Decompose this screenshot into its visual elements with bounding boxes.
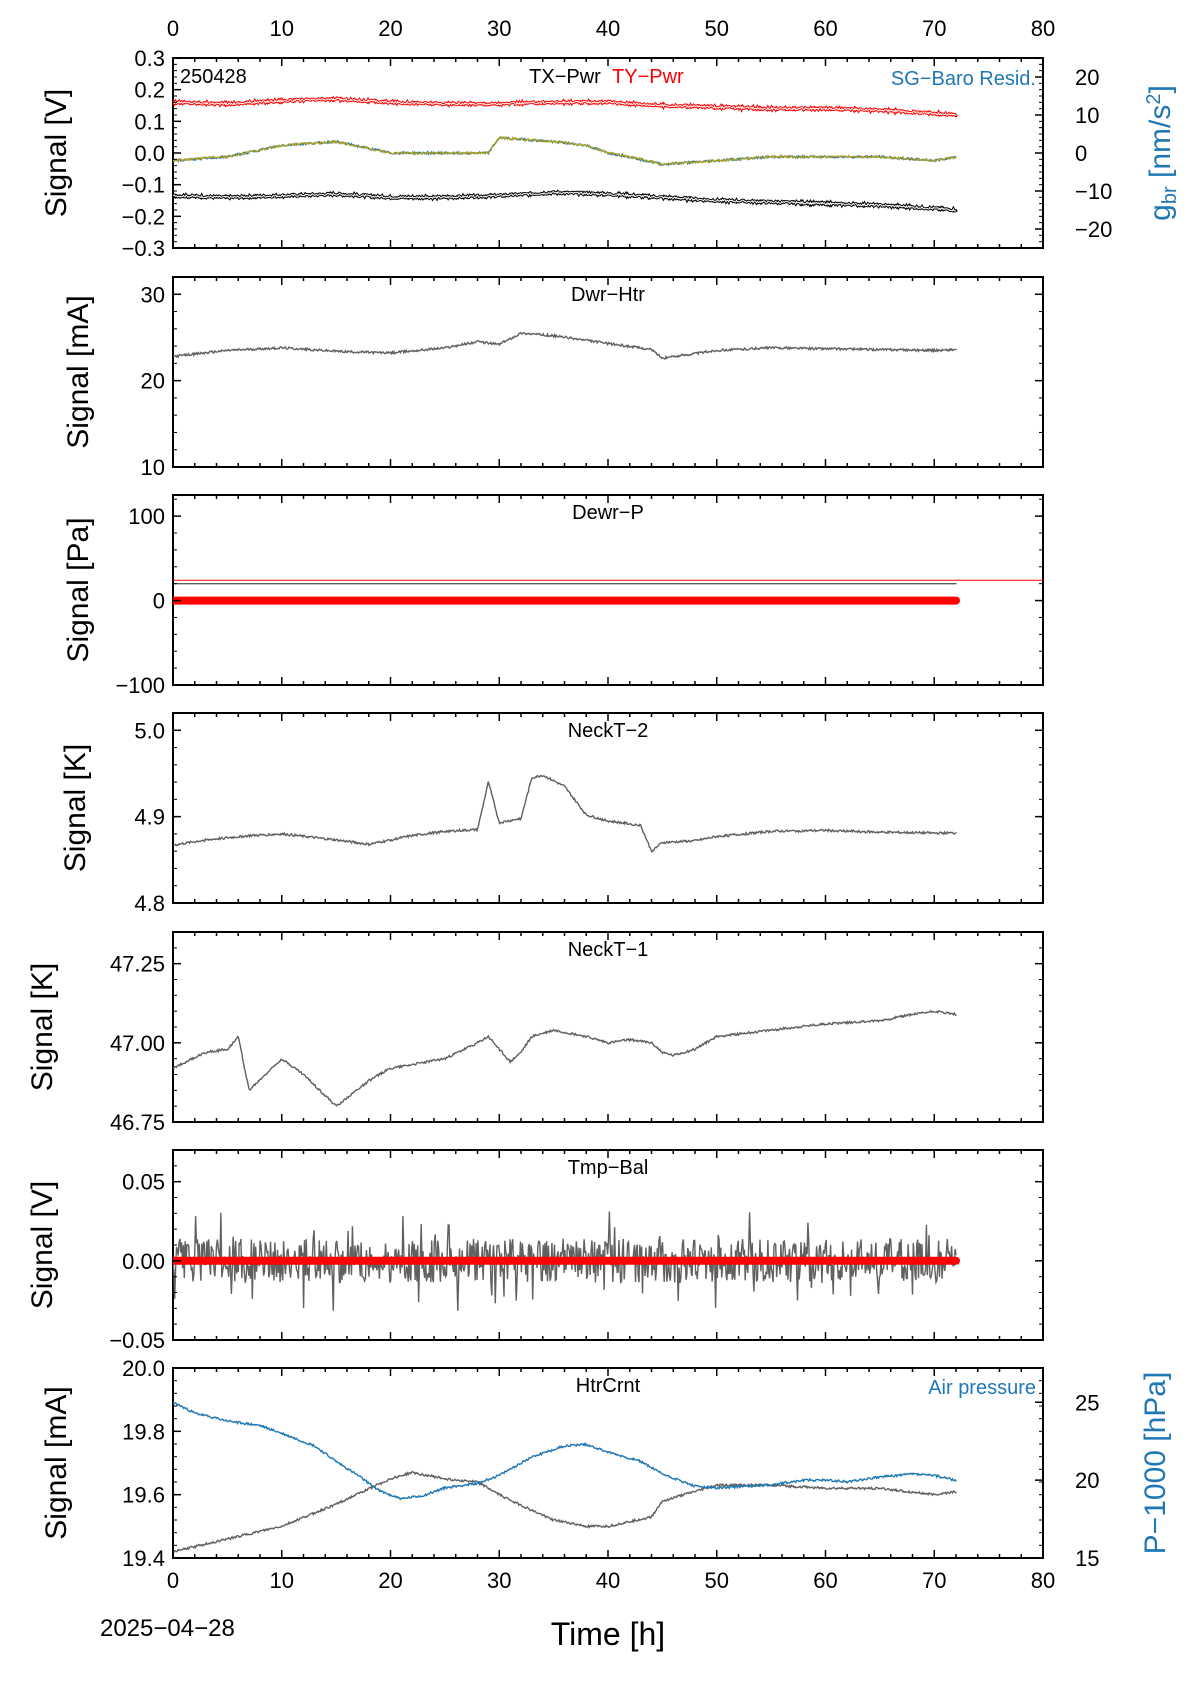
y-tick-label: 20 xyxy=(141,369,165,394)
y-axis-label: Signal [mA] xyxy=(40,1386,73,1539)
x-tick-label-top: 40 xyxy=(596,16,620,41)
series-line-0 xyxy=(173,774,957,853)
y-tick-label: 19.8 xyxy=(122,1419,165,1444)
y-tick-label: 47.00 xyxy=(110,1031,165,1056)
panel-title: Tmp−Bal xyxy=(568,1157,649,1179)
series-line-0 xyxy=(173,1009,957,1107)
y-tick-label: −0.05 xyxy=(109,1328,165,1353)
x-tick-label-bottom: 30 xyxy=(487,1568,511,1593)
y-right-tick-label: 20 xyxy=(1075,1468,1099,1493)
y-tick-label: 20.0 xyxy=(122,1356,165,1381)
panel-title-ty: TY−Pwr xyxy=(612,66,684,88)
panel-dwr-htr: Dwr−Htr Signal [mA] xyxy=(62,276,1044,468)
x-tick-label-top: 70 xyxy=(922,16,946,41)
y-axis-label: Signal [V] xyxy=(40,89,73,217)
panel-neckt-2: NeckT−2 Signal [K] xyxy=(59,712,1044,904)
series-line-0 xyxy=(173,331,957,360)
y-axis-label: Signal [K] xyxy=(26,963,59,1091)
y-tick-label: −0.3 xyxy=(122,236,165,261)
axes-layer: 0.30.20.10.0−0.1−0.2−0.320100−10−2030201… xyxy=(109,16,1112,1593)
x-tick-label-bottom: 20 xyxy=(378,1568,402,1593)
x-tick-label-top: 50 xyxy=(705,16,729,41)
y-right-tick-label: 25 xyxy=(1075,1390,1099,1415)
x-tick-label-top: 30 xyxy=(487,16,511,41)
y-tick-label: 4.8 xyxy=(134,891,165,916)
x-tick-label-bottom: 70 xyxy=(922,1568,946,1593)
y-axis-label-right: gbr [nm/s2] xyxy=(1143,85,1181,221)
y-right-tick-label: 0 xyxy=(1075,141,1087,166)
y-tick-label: 4.9 xyxy=(134,805,165,830)
x-tick-label-top: 10 xyxy=(270,16,294,41)
y-tick-label: 19.4 xyxy=(122,1546,165,1571)
y-right-tick-label: 15 xyxy=(1075,1546,1099,1571)
y-tick-label: 5.0 xyxy=(134,718,165,743)
x-tick-label-top: 20 xyxy=(378,16,402,41)
y-tick-label: −100 xyxy=(115,673,165,698)
series-line-0 xyxy=(173,1470,957,1554)
y-tick-label: −0.2 xyxy=(122,204,165,229)
y-tick-label: 0 xyxy=(153,589,165,614)
y-axis-label: Signal [Pa] xyxy=(62,517,95,662)
y-tick-label: 19.6 xyxy=(122,1483,165,1508)
y-tick-label: 47.25 xyxy=(110,952,165,977)
y-tick-label: 30 xyxy=(141,282,165,307)
y-right-tick-label: −20 xyxy=(1075,217,1112,242)
x-tick-label-bottom: 80 xyxy=(1031,1568,1055,1593)
corner-label: 250428 xyxy=(180,66,247,88)
panel-neckt-1: NeckT−1 Signal [K] xyxy=(26,931,1044,1123)
y-right-tick-label: 10 xyxy=(1075,103,1099,128)
x-tick-label-bottom: 50 xyxy=(705,1568,729,1593)
y-tick-label: 0.05 xyxy=(122,1170,165,1195)
series-line-inner-0 xyxy=(173,97,957,117)
y-axis-label: Signal [K] xyxy=(59,744,92,872)
panel-title: Dwr−Htr xyxy=(571,284,645,306)
x-tick-label-bottom: 0 xyxy=(167,1568,179,1593)
x-tick-label-bottom: 60 xyxy=(813,1568,837,1593)
panel-tx-ty-power: 250428 TX−Pwr TY−Pwr SG−Baro Resid. Sign… xyxy=(40,57,1181,249)
x-tick-label-top: 60 xyxy=(813,16,837,41)
y-right-tick-label: −10 xyxy=(1075,179,1112,204)
y-tick-label: 0.2 xyxy=(134,78,165,103)
date-label: 2025−04−28 xyxy=(100,1615,235,1642)
series-line-1 xyxy=(173,189,958,213)
x-tick-label-bottom: 40 xyxy=(596,1568,620,1593)
y-axis-label: Signal [V] xyxy=(26,1181,59,1309)
panel-dewr-p: Dewr−P Signal [Pa] xyxy=(62,494,1044,686)
y-tick-label: 0.3 xyxy=(134,46,165,71)
y-right-tick-label: 20 xyxy=(1075,65,1099,90)
series-line-1 xyxy=(173,1401,957,1501)
panel-title: Dewr−P xyxy=(572,502,644,524)
panel-title-tx: TX−Pwr xyxy=(529,66,601,88)
y-tick-label: 0.1 xyxy=(134,109,165,134)
y-axis-label: Signal [mA] xyxy=(62,295,95,448)
series-label-air-pressure: Air pressure xyxy=(928,1377,1036,1399)
y-axis-label-right: P−1000 [hPa] xyxy=(1139,1372,1172,1555)
y-tick-label: −0.1 xyxy=(122,173,165,198)
y-tick-label: 10 xyxy=(141,455,165,480)
panel-title: HtrCrnt xyxy=(576,1375,641,1397)
y-tick-label: 0.00 xyxy=(122,1249,165,1274)
x-axis-label: Time [h] xyxy=(551,1616,665,1652)
series-line-inner-1 xyxy=(173,190,957,212)
y-tick-label: 46.75 xyxy=(110,1110,165,1135)
panel-title: NeckT−2 xyxy=(568,720,649,742)
series-label-sg-baro: SG−Baro Resid. xyxy=(891,68,1036,90)
y-tick-label: 0.0 xyxy=(134,141,165,166)
x-tick-label-top: 80 xyxy=(1031,16,1055,41)
panel-title: NeckT−1 xyxy=(568,939,649,961)
y-tick-label: 100 xyxy=(128,504,165,529)
x-tick-label-bottom: 10 xyxy=(270,1568,294,1593)
x-tick-label-top: 0 xyxy=(167,16,179,41)
panel-htrcrnt: HtrCrnt Air pressure Signal [mA] P−1000 … xyxy=(40,1367,1172,1559)
series-line-0 xyxy=(173,95,958,118)
panel-tmp-bal: Tmp−Bal Signal [V] xyxy=(26,1149,1044,1341)
series-line-3 xyxy=(173,135,957,166)
